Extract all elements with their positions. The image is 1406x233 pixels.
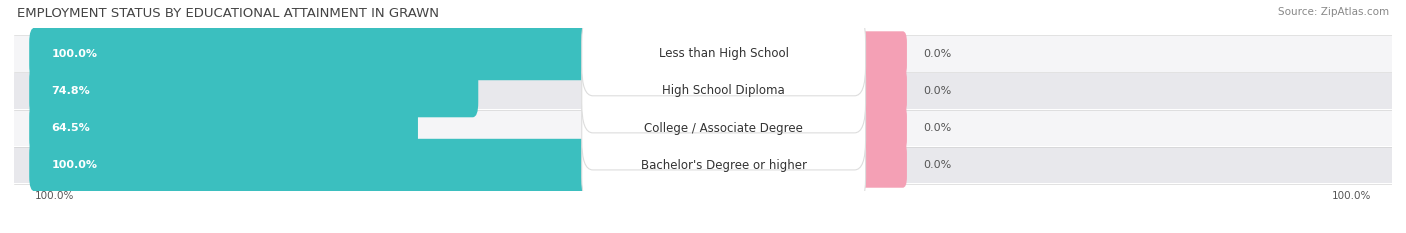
Text: 100.0%: 100.0% — [35, 191, 75, 201]
FancyBboxPatch shape — [851, 31, 907, 76]
Text: EMPLOYMENT STATUS BY EDUCATIONAL ATTAINMENT IN GRAWN: EMPLOYMENT STATUS BY EDUCATIONAL ATTAINM… — [17, 7, 439, 20]
FancyBboxPatch shape — [30, 65, 478, 117]
Bar — [14, 110, 1392, 146]
FancyBboxPatch shape — [582, 49, 866, 133]
FancyBboxPatch shape — [582, 86, 866, 170]
Bar — [14, 147, 1392, 183]
FancyBboxPatch shape — [851, 143, 907, 188]
Bar — [14, 36, 1392, 72]
Text: 0.0%: 0.0% — [924, 123, 952, 133]
Text: 100.0%: 100.0% — [51, 160, 97, 170]
FancyBboxPatch shape — [30, 102, 418, 154]
Text: 100.0%: 100.0% — [51, 49, 97, 59]
FancyBboxPatch shape — [851, 68, 907, 114]
Text: Source: ZipAtlas.com: Source: ZipAtlas.com — [1278, 7, 1389, 17]
FancyBboxPatch shape — [30, 27, 626, 80]
Text: 0.0%: 0.0% — [924, 49, 952, 59]
Text: 100.0%: 100.0% — [1331, 191, 1371, 201]
Text: Bachelor's Degree or higher: Bachelor's Degree or higher — [641, 159, 807, 172]
Text: High School Diploma: High School Diploma — [662, 85, 785, 97]
Text: 64.5%: 64.5% — [51, 123, 90, 133]
Text: 74.8%: 74.8% — [51, 86, 90, 96]
Bar — [14, 73, 1392, 109]
FancyBboxPatch shape — [851, 106, 907, 151]
Text: 0.0%: 0.0% — [924, 160, 952, 170]
Text: 0.0%: 0.0% — [924, 86, 952, 96]
FancyBboxPatch shape — [30, 139, 626, 192]
Text: Less than High School: Less than High School — [658, 47, 789, 60]
FancyBboxPatch shape — [582, 12, 866, 96]
Text: College / Associate Degree: College / Associate Degree — [644, 122, 803, 134]
FancyBboxPatch shape — [582, 123, 866, 207]
